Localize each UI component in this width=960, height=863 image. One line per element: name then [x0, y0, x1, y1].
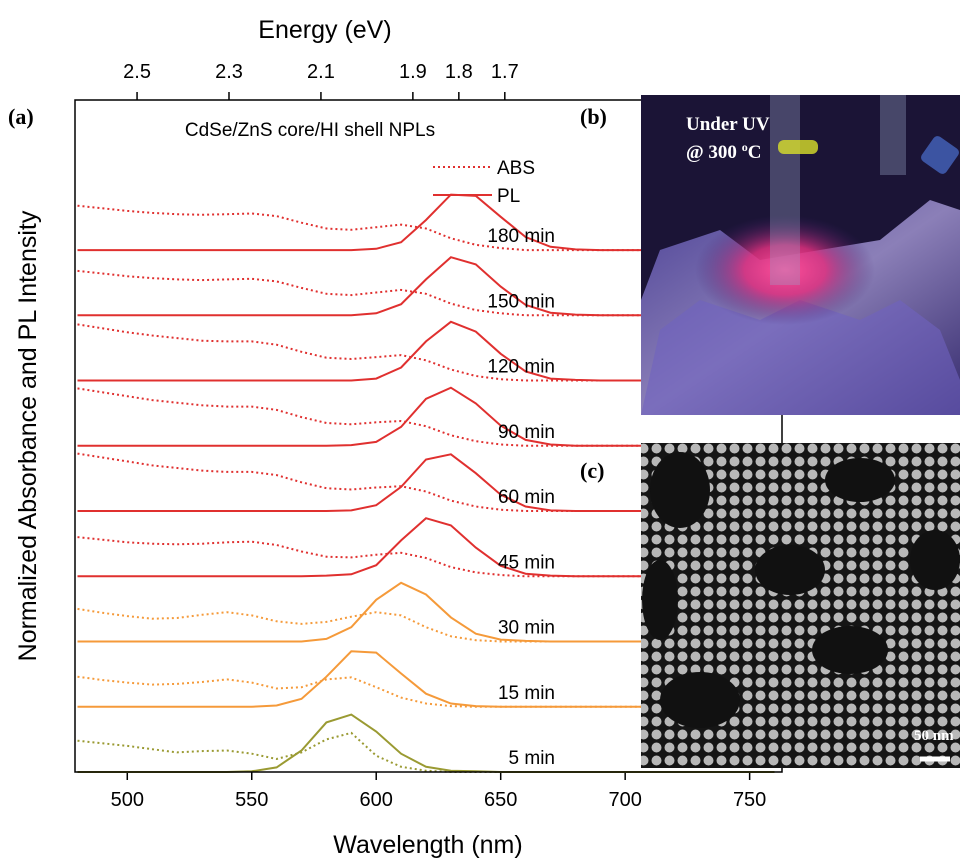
- trace-label: 150 min: [487, 291, 555, 312]
- trace-label: 15 min: [498, 683, 555, 704]
- legend-label: PL: [497, 186, 520, 207]
- legend-label: ABS: [497, 158, 535, 179]
- panel-label: (c): [580, 458, 604, 483]
- x-axis-title: Wavelength (nm): [333, 831, 522, 859]
- x-tick-label: 550: [235, 789, 268, 811]
- trace-label: 5 min: [509, 748, 555, 769]
- trace-label: 90 min: [498, 422, 555, 443]
- photo-reactor: Under UV @ 300 oC: [641, 95, 960, 415]
- x-tick-label: 500: [111, 789, 144, 811]
- x2-tick-label: 2.1: [307, 61, 335, 83]
- tem-image: 50 nm: [641, 443, 960, 768]
- chart-title: CdSe/ZnS core/HI shell NPLs: [185, 120, 435, 141]
- x-tick-label: 700: [608, 789, 641, 811]
- y-axis-title: Normalized Absorbance and PL Intensity: [14, 210, 42, 661]
- panel-label: (b): [580, 104, 607, 129]
- abs-curve: [77, 731, 775, 773]
- abs-curve: [77, 675, 775, 708]
- x2-tick-label: 1.7: [491, 61, 519, 83]
- caption-part: o: [742, 140, 748, 154]
- panel-label: (a): [8, 104, 34, 129]
- photo-caption: Under UV: [686, 114, 770, 135]
- x-tick-label: 600: [360, 789, 393, 811]
- x2-tick-label: 1.9: [399, 61, 427, 83]
- photo-caption: @ 300 oC: [686, 140, 761, 163]
- x2-tick-label: 2.3: [215, 61, 243, 83]
- x2-tick-label: 2.5: [123, 61, 151, 83]
- trace-label: 45 min: [498, 552, 555, 573]
- scale-bar-label: 50 nm: [914, 728, 954, 744]
- x2-axis-title: Energy (eV): [258, 16, 391, 44]
- trace-label: 60 min: [498, 487, 555, 508]
- trace-label: 30 min: [498, 618, 555, 639]
- axes-frame: [74, 99, 783, 773]
- trace-label: 120 min: [487, 357, 555, 378]
- x2-tick-label: 1.8: [445, 61, 473, 83]
- trace-label: 180 min: [487, 226, 555, 247]
- x-tick-label: 650: [484, 789, 517, 811]
- plot-area: 500 550 600 650 700 750 2.5 2.3 2.1 1.9 1.8 1.7 5 mi…: [77, 61, 775, 811]
- x-tick-label: 750: [733, 789, 766, 811]
- caption-part: @ 300: [686, 142, 742, 163]
- caption-part: C: [748, 142, 762, 163]
